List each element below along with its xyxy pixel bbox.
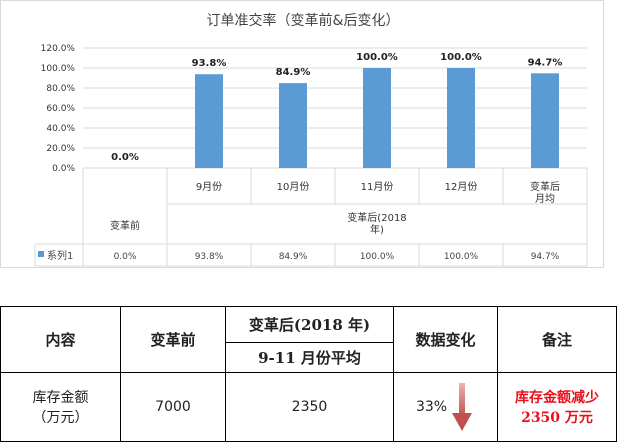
bar <box>531 73 559 168</box>
x-category-label: 12月份 <box>445 181 478 193</box>
bar-chart: 订单准交率（变革前&后变化） 0.0% 20.0% 40.0% 60.0% 80.0% 10… <box>34 12 588 267</box>
y-tick-label: 60.0% <box>46 104 75 114</box>
summary-table: 内容 变革前 变革后(2018 年) 数据变化 备注 9-11 月份平均 库存金… <box>0 306 617 442</box>
x-category-label: 变革后月均 <box>530 180 560 205</box>
row-after-value: 2350 <box>225 372 394 442</box>
y-tick-label: 80.0% <box>46 84 75 94</box>
legend-swatch <box>38 251 44 257</box>
header-note: 备注 <box>497 306 617 373</box>
header-before: 变革前 <box>120 306 226 373</box>
data-table-value: 84.9% <box>279 252 308 262</box>
legend-label: 系列1 <box>47 249 73 262</box>
row-item: 库存金额 （万元） <box>0 372 121 442</box>
data-label: 100.0% <box>356 52 398 63</box>
y-tick-label: 20.0% <box>46 144 75 154</box>
header-after-period: 9-11 月份平均 <box>225 342 394 373</box>
data-label: 94.7% <box>528 57 563 68</box>
row-before-value: 7000 <box>120 372 226 442</box>
x-category-label: 9月份 <box>196 181 222 193</box>
y-tick-label: 100.0% <box>41 64 76 74</box>
chart-panel: 订单准交率（变革前&后变化） 0.0% 20.0% 40.0% 60.0% 80.0% 10… <box>0 0 604 268</box>
x-category-label: 10月份 <box>277 181 310 193</box>
data-label: 100.0% <box>440 52 482 63</box>
data-table-value: 93.8% <box>195 252 224 262</box>
data-table-value: 94.7% <box>531 252 560 262</box>
y-tick-label: 0.0% <box>52 164 75 174</box>
x-category-label: 11月份 <box>361 181 394 193</box>
data-label: 84.9% <box>276 67 311 78</box>
data-label: 0.0% <box>111 152 139 163</box>
header-after: 变革后(2018 年) <box>225 306 394 343</box>
down-arrow-icon <box>449 381 475 433</box>
y-tick-label: 40.0% <box>46 124 75 134</box>
header-change: 数据变化 <box>393 306 498 373</box>
bar <box>447 68 475 168</box>
row-change-value: 33% <box>415 399 448 415</box>
row-change-cell: 33% <box>393 372 498 442</box>
y-tick-label: 120.0% <box>41 44 76 54</box>
bar <box>195 74 223 168</box>
data-label: 93.8% <box>192 58 227 69</box>
bar <box>279 83 307 168</box>
data-table-value: 0.0% <box>114 252 137 262</box>
header-content: 内容 <box>0 306 121 373</box>
bar <box>363 68 391 168</box>
data-table-value: 100.0% <box>360 252 395 262</box>
row-note: 库存金额减少 2350 万元 <box>497 372 617 442</box>
group-label-after: 变革后(2018 年) <box>347 211 406 236</box>
data-table-value: 100.0% <box>444 252 479 262</box>
chart-title: 订单准交率（变革前&后变化） <box>207 12 400 29</box>
group-label-before: 变革前 <box>110 219 140 232</box>
